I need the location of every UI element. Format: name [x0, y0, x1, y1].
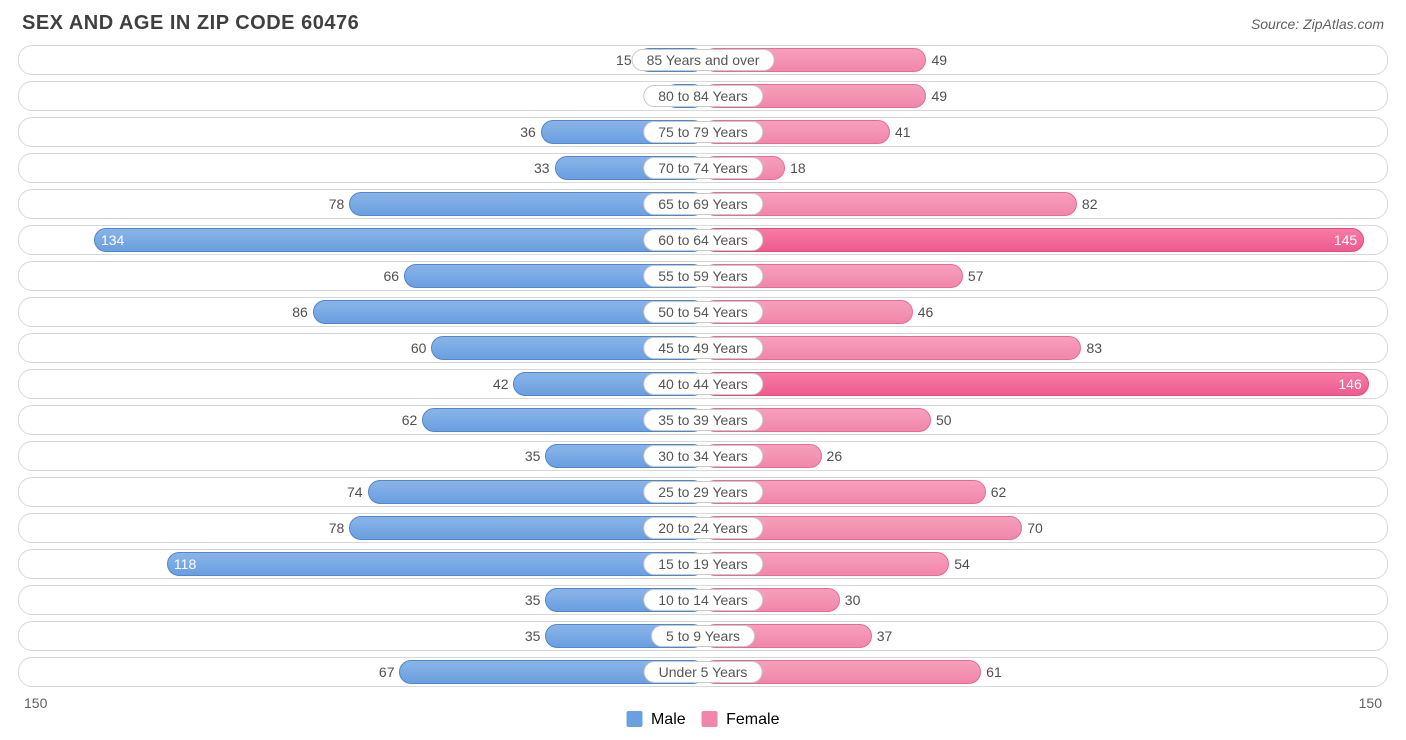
table-row: 94980 to 84 Years	[18, 81, 1388, 111]
male-value: 74	[347, 481, 369, 503]
category-pill: 35 to 39 Years	[643, 409, 763, 431]
category-pill: 40 to 44 Years	[643, 373, 763, 395]
table-row: 78 70 20 to 24 Years	[18, 513, 1388, 543]
male-value: 134	[101, 229, 124, 251]
table-row: 62 50 35 to 39 Years	[18, 405, 1388, 435]
table-row: 86 46 50 to 54 Years	[18, 297, 1388, 327]
category-pill: 25 to 29 Years	[643, 481, 763, 503]
x-axis: 150 150	[18, 693, 1388, 711]
chart-footer: 150 150 Male Female	[18, 693, 1388, 715]
category-pill: 45 to 49 Years	[643, 337, 763, 359]
female-value: 26	[821, 445, 843, 467]
female-value: 18	[784, 157, 806, 179]
category-pill: 75 to 79 Years	[643, 121, 763, 143]
female-value: 46	[912, 301, 934, 323]
female-value: 41	[889, 121, 911, 143]
table-row: 74 62 25 to 29 Years	[18, 477, 1388, 507]
chart-header: SEX AND AGE IN ZIP CODE 60476 Source: Zi…	[18, 12, 1388, 45]
male-bar: 134	[94, 228, 705, 252]
male-value: 62	[402, 409, 424, 431]
axis-max-right: 150	[1359, 695, 1382, 711]
table-row: 36 41 75 to 79 Years	[18, 117, 1388, 147]
female-value: 49	[925, 85, 947, 107]
category-pill: 80 to 84 Years	[643, 85, 763, 107]
male-value: 60	[411, 337, 433, 359]
legend-female: Female	[702, 711, 780, 729]
category-pill: 20 to 24 Years	[643, 517, 763, 539]
table-row: 35 37 5 to 9 Years	[18, 621, 1388, 651]
category-pill: 5 to 9 Years	[651, 625, 755, 647]
male-value: 35	[525, 625, 547, 647]
male-value: 86	[292, 301, 314, 323]
male-value: 33	[534, 157, 556, 179]
female-value: 62	[985, 481, 1007, 503]
table-row: 67 61 Under 5 Years	[18, 657, 1388, 687]
category-pill: 55 to 59 Years	[643, 265, 763, 287]
category-pill: Under 5 Years	[644, 661, 763, 683]
female-value: 146	[1338, 373, 1361, 395]
female-bar: 146	[703, 372, 1369, 396]
female-value: 57	[962, 265, 984, 287]
female-value: 61	[980, 661, 1002, 683]
male-value: 35	[525, 445, 547, 467]
male-value: 78	[329, 517, 351, 539]
male-value: 67	[379, 661, 401, 683]
female-value: 82	[1076, 193, 1098, 215]
male-value: 78	[329, 193, 351, 215]
axis-max-left: 150	[24, 695, 47, 711]
table-row: 78 82 65 to 69 Years	[18, 189, 1388, 219]
male-swatch	[627, 711, 643, 727]
legend-male: Male	[627, 711, 686, 729]
male-value: 35	[525, 589, 547, 611]
female-value: 49	[925, 49, 947, 71]
female-value: 145	[1334, 229, 1357, 251]
female-value: 30	[839, 589, 861, 611]
table-row: 33 18 70 to 74 Years	[18, 153, 1388, 183]
category-pill: 30 to 34 Years	[643, 445, 763, 467]
female-bar: 145	[703, 228, 1364, 252]
table-row: 134 145 60 to 64 Years	[18, 225, 1388, 255]
female-value: 37	[871, 625, 893, 647]
category-pill: 65 to 69 Years	[643, 193, 763, 215]
table-row: 154985 Years and over	[18, 45, 1388, 75]
table-row: 35 30 10 to 14 Years	[18, 585, 1388, 615]
table-row: 42 146 40 to 44 Years	[18, 369, 1388, 399]
table-row: 35 26 30 to 34 Years	[18, 441, 1388, 471]
category-pill: 70 to 74 Years	[643, 157, 763, 179]
male-bar: 118	[167, 552, 705, 576]
category-pill: 15 to 19 Years	[643, 553, 763, 575]
female-value: 54	[948, 553, 970, 575]
female-value: 50	[930, 409, 952, 431]
female-swatch	[702, 711, 718, 727]
male-value: 118	[174, 553, 196, 575]
male-value: 42	[493, 373, 515, 395]
female-value: 83	[1080, 337, 1102, 359]
table-row: 118 54 15 to 19 Years	[18, 549, 1388, 579]
male-value: 66	[383, 265, 405, 287]
category-pill: 85 Years and over	[632, 49, 775, 71]
chart-title: SEX AND AGE IN ZIP CODE 60476	[22, 12, 359, 35]
male-value: 36	[520, 121, 542, 143]
category-pill: 50 to 54 Years	[643, 301, 763, 323]
category-pill: 60 to 64 Years	[643, 229, 763, 251]
legend: Male Female	[627, 711, 780, 729]
diverging-bar-chart: 154985 Years and over94980 to 84 Years36…	[18, 45, 1388, 687]
female-value: 70	[1021, 517, 1043, 539]
table-row: 66 57 55 to 59 Years	[18, 261, 1388, 291]
table-row: 60 83 45 to 49 Years	[18, 333, 1388, 363]
chart-source: Source: ZipAtlas.com	[1251, 16, 1384, 32]
category-pill: 10 to 14 Years	[643, 589, 763, 611]
